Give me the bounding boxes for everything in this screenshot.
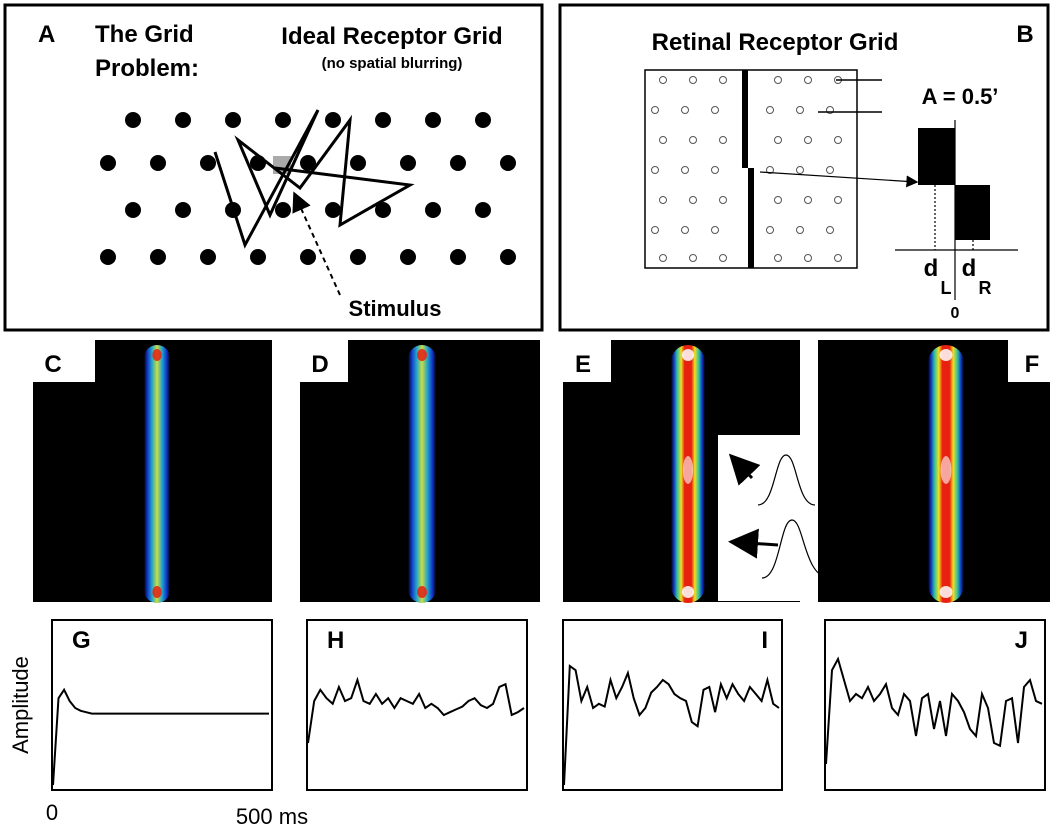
hot-spot (417, 586, 427, 598)
stimulus-label: Stimulus (349, 296, 442, 321)
hot-spot (940, 586, 953, 598)
hot-spot (941, 456, 952, 484)
subheading: (no spatial blurring) (322, 55, 463, 72)
panel-label: D (311, 351, 328, 378)
hot-spot (152, 349, 161, 361)
receptor-dot (175, 112, 191, 128)
panel-label: I (761, 627, 768, 654)
receptor-dot (450, 155, 466, 171)
panel-label: H (327, 627, 344, 654)
trace-line (308, 680, 524, 743)
heatmap-stripe (408, 345, 436, 603)
dl-symbol: d (924, 255, 939, 282)
receptor-dot (150, 155, 166, 171)
trace-line (564, 666, 779, 785)
heatmap-stripe (144, 345, 170, 603)
heading: Ideal Receptor Grid (281, 23, 502, 50)
receptor-dot (400, 249, 416, 265)
receptor-dot (250, 249, 266, 265)
panel-label: F (1025, 351, 1040, 378)
receptor-dot (450, 249, 466, 265)
line-stimulus (742, 70, 748, 168)
inset (718, 435, 800, 601)
receptor-dot (200, 155, 216, 171)
panel-label: G (72, 627, 91, 654)
panel-label: B (1016, 21, 1033, 48)
receptor-dot (275, 112, 291, 128)
heatmaps: C D E F (33, 338, 1050, 603)
hot-spot (682, 586, 694, 598)
receptor-dot (275, 202, 291, 218)
receptor-dot (425, 112, 441, 128)
receptor-dot (300, 249, 316, 265)
stimulus-path (215, 110, 410, 245)
receptor-dot (125, 112, 141, 128)
hot-spot (683, 456, 693, 484)
receptor-dot (400, 155, 416, 171)
panel-label: J (1015, 627, 1028, 654)
receptor-dot (475, 112, 491, 128)
hot-spot (152, 586, 161, 598)
label-notch (33, 338, 95, 382)
panel-label: A (38, 21, 55, 48)
panel-label: C (44, 351, 61, 378)
dr-symbol: d (962, 255, 977, 282)
receptor-dot (150, 249, 166, 265)
hot-spot (682, 349, 694, 361)
receptor-dot (200, 249, 216, 265)
panel-title: Problem: (95, 55, 199, 82)
x-end-label: 500 ms (236, 804, 308, 829)
receptor-dot (475, 202, 491, 218)
receptor-dot (350, 155, 366, 171)
origin-label: 0 (951, 305, 960, 322)
receptor-dot (175, 202, 191, 218)
hot-spot (940, 349, 953, 361)
figure: A The Grid Problem: Ideal Receptor Grid … (0, 0, 1051, 832)
receptor-dot (500, 249, 516, 265)
receptor-dot (100, 249, 116, 265)
receptor-dot (225, 112, 241, 128)
x-start-label: 0 (46, 800, 58, 825)
spacing-label: A = 0.5’ (922, 84, 999, 109)
receptor-dot (125, 202, 141, 218)
panel-label: E (575, 351, 591, 378)
receptor-dot (325, 112, 341, 128)
panel-title: The Grid (95, 21, 194, 48)
dl-subscript: L (941, 278, 952, 298)
receptor-dot (375, 112, 391, 128)
receptor-dot (100, 155, 116, 171)
dr-subscript: R (979, 278, 992, 298)
receptor-dot (425, 202, 441, 218)
receptor-dot (250, 155, 266, 171)
y-axis-label: Amplitude (8, 656, 33, 754)
receptor-dot (500, 155, 516, 171)
receptor-dot (350, 249, 366, 265)
panel-title: Retinal Receptor Grid (652, 29, 899, 56)
step-left (918, 128, 955, 185)
trace-line (826, 659, 1042, 764)
hot-spot (417, 349, 427, 361)
trace-line (53, 690, 269, 785)
trace-panels: G H I J (52, 620, 1045, 790)
step-right (955, 185, 990, 240)
receptor-dot (325, 202, 341, 218)
line-stimulus (748, 168, 754, 268)
